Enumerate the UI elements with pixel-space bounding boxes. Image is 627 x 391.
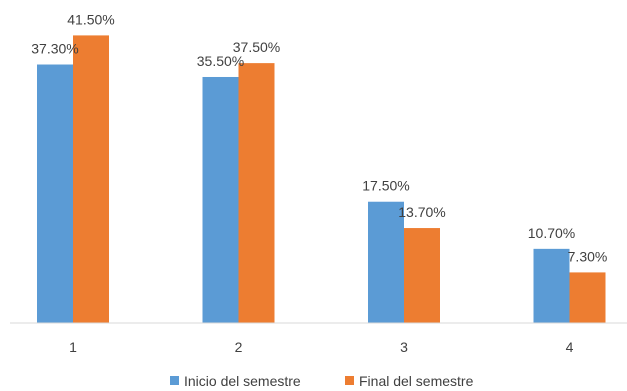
bar-final-3 [404, 228, 440, 323]
legend-swatch-inicio [170, 376, 179, 385]
bar-final-4 [569, 272, 606, 323]
data-label-final-4: 7.30% [568, 248, 608, 264]
legend-label-final: Final del semestre [359, 373, 474, 389]
bar-final-1 [73, 35, 109, 323]
bar-inicio-4 [533, 248, 570, 323]
data-labels-group: 37.30% 41.50% 35.50%37.50% 17.50% 13.70% 10.7… [31, 11, 607, 264]
x-tick-label-4: 4 [566, 339, 574, 355]
bar-inicio-3 [368, 201, 404, 323]
bar-final-2 [238, 63, 275, 323]
legend-swatch-final [345, 376, 354, 385]
legend: Inicio del semestre Final del semestre [170, 373, 474, 389]
data-label-final-3: 13.70% [398, 204, 445, 220]
data-label-final-2: 37.50% [233, 39, 280, 55]
x-tick-label-2: 2 [235, 339, 243, 355]
bar-inicio-1 [37, 64, 73, 324]
data-label-inicio-2: 35.50% [197, 53, 244, 69]
bar-inicio-2 [202, 76, 239, 323]
x-tick-label-1: 1 [69, 339, 77, 355]
x-tick-label-3: 3 [400, 339, 408, 355]
data-label-final-1: 41.50% [67, 11, 114, 27]
legend-label-inicio: Inicio del semestre [184, 373, 301, 389]
x-tick-labels: 1 2 3 4 [69, 339, 574, 355]
data-label-inicio-3: 17.50% [362, 178, 409, 194]
bars-group [37, 35, 606, 324]
data-label-inicio-1: 37.30% [31, 41, 78, 57]
data-label-inicio-4: 10.70% [528, 225, 575, 241]
